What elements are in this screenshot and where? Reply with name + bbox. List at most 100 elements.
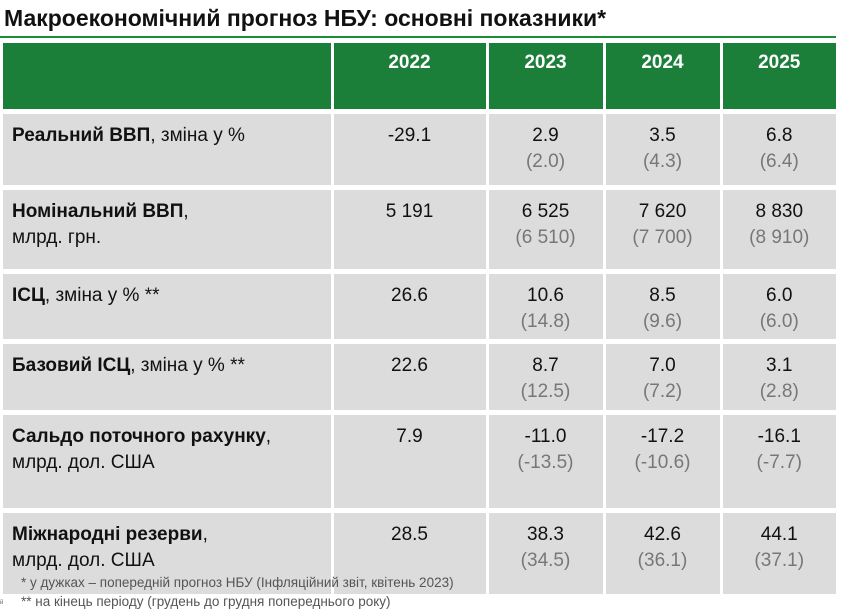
header-indicator bbox=[3, 43, 332, 109]
page-title: Макроекономічний прогноз НБУ: основні по… bbox=[4, 5, 607, 31]
row-label-rest: , bbox=[202, 524, 208, 545]
table-row: Номінальний ВВП, млрд. грн. 5 191 6 525 (6 5… bbox=[3, 190, 836, 269]
forecast-value: 22.6 bbox=[391, 355, 428, 376]
row-label-rest: , bbox=[183, 201, 189, 222]
value-cell: -29.1 bbox=[330, 114, 487, 185]
previous-forecast-value: (7 700) bbox=[632, 227, 693, 248]
row-label-bold: Сальдо поточного рахунку bbox=[12, 426, 266, 447]
row-label-rest: , зміна у % ** bbox=[44, 285, 160, 306]
value-cell: 8 830 (8 910) bbox=[719, 190, 836, 269]
forecast-value: 26.6 bbox=[391, 285, 428, 306]
row-label-bold: Базовий ІСЦ bbox=[12, 355, 131, 376]
previous-forecast-value: (34.5) bbox=[520, 550, 571, 571]
value-cell: 7.0 (7.2) bbox=[602, 344, 721, 410]
previous-forecast-value: (9.6) bbox=[642, 311, 683, 332]
value-cell: 2.9 (2.0) bbox=[485, 114, 604, 185]
previous-forecast-value: (6.4) bbox=[759, 151, 799, 172]
value-cell: -11.0 (-13.5) bbox=[485, 415, 604, 508]
forecast-value: 6.8 bbox=[766, 125, 793, 146]
forecast-value: 28.5 bbox=[391, 524, 428, 545]
row-label-rest: , bbox=[265, 426, 272, 447]
table-row: Реальний ВВП, зміна у % -29.1 2.9 (2.0) 3.5 (… bbox=[3, 114, 836, 185]
value-cell: 38.3 (34.5) bbox=[485, 513, 604, 594]
forecast-value: 38.3 bbox=[527, 524, 564, 545]
forecast-value: 7.9 bbox=[396, 426, 423, 447]
row-label-rest: , зміна у % bbox=[150, 125, 245, 146]
row-label-unit: млрд. дол. США bbox=[12, 452, 155, 473]
forecast-value: -17.2 bbox=[640, 426, 685, 447]
previous-forecast-value: (7.2) bbox=[642, 381, 683, 402]
table-row: Сальдо поточного рахунку, млрд. дол. США 7… bbox=[3, 415, 836, 508]
value-cell: 26.6 bbox=[330, 274, 487, 339]
previous-forecast-value: (-10.6) bbox=[634, 452, 691, 473]
previous-forecast-value: (36.1) bbox=[637, 550, 688, 571]
forecast-value: 8.5 bbox=[649, 285, 676, 306]
forecast-value: -29.1 bbox=[387, 125, 432, 146]
previous-forecast-value: (6 510) bbox=[515, 227, 576, 248]
row-label-bold: Номінальний ВВП bbox=[12, 201, 184, 222]
header-year: 2023 bbox=[485, 43, 604, 109]
previous-forecast-value: (6.0) bbox=[759, 311, 799, 332]
value-cell: 5 191 bbox=[330, 190, 487, 269]
forecast-table: 2022 2023 2024 2025 Реальний ВВП, зміна … bbox=[3, 43, 836, 594]
forecast-value: 6.0 bbox=[766, 285, 793, 306]
value-cell: 7.9 bbox=[330, 415, 487, 508]
forecast-value: 7 620 bbox=[638, 201, 687, 222]
value-cell: -17.2 (-10.6) bbox=[602, 415, 721, 508]
footnote: * у дужках – попередній прогноз НБУ (Інф… bbox=[21, 575, 454, 590]
row-label-bold: Міжнародні резерви bbox=[12, 524, 203, 545]
forecast-value: 8 830 bbox=[755, 201, 804, 222]
header-year: 2022 bbox=[330, 43, 487, 109]
value-cell: 3.1 (2.8) bbox=[719, 344, 836, 410]
previous-forecast-value: (8 910) bbox=[749, 227, 810, 248]
table-row: Базовий ІСЦ, зміна у % ** 22.6 8.7 (12.5) 7.… bbox=[3, 344, 836, 410]
footnote: ** на кінець періоду (грудень до грудня … bbox=[21, 594, 391, 609]
value-cell: 8.5 (9.6) bbox=[602, 274, 721, 339]
row-label: Базовий ІСЦ, зміна у % ** bbox=[3, 344, 332, 410]
previous-forecast-value: (2.0) bbox=[525, 151, 566, 172]
row-label: Реальний ВВП, зміна у % bbox=[3, 114, 332, 185]
forecast-value: 3.1 bbox=[766, 355, 793, 376]
value-cell: 6 525 (6 510) bbox=[485, 190, 604, 269]
previous-forecast-value: (2.8) bbox=[759, 381, 799, 402]
table-row: Міжнародні резерви, млрд. дол. США 28.5 38.… bbox=[3, 513, 836, 594]
value-cell: 6.0 (6.0) bbox=[719, 274, 836, 339]
row-label: Міжнародні резерви, млрд. дол. США bbox=[3, 513, 332, 594]
forecast-value: 5 191 bbox=[385, 201, 434, 222]
row-label-rest: , зміна у % ** bbox=[130, 355, 245, 376]
forecast-value: 2.9 bbox=[532, 125, 559, 146]
forecast-value: -16.1 bbox=[757, 426, 801, 447]
value-cell: 42.6 (36.1) bbox=[602, 513, 721, 594]
value-cell: 44.1 (37.1) bbox=[719, 513, 836, 594]
row-label: ІСЦ, зміна у % ** bbox=[3, 274, 332, 339]
value-cell: -16.1 (-7.7) bbox=[719, 415, 836, 508]
forecast-value: 42.6 bbox=[644, 524, 681, 545]
previous-forecast-value: (12.5) bbox=[520, 381, 571, 402]
value-cell: 28.5 bbox=[330, 513, 487, 594]
value-cell: 10.6 (14.8) bbox=[485, 274, 604, 339]
previous-forecast-value: (-7.7) bbox=[756, 452, 802, 473]
row-label: Сальдо поточного рахунку, млрд. дол. США bbox=[3, 415, 332, 508]
forecast-value: 44.1 bbox=[760, 524, 798, 545]
row-label-bold: Реальний ВВП bbox=[12, 125, 151, 146]
forecast-value: -11.0 bbox=[524, 426, 567, 447]
value-cell: 6.8 (6.4) bbox=[719, 114, 836, 185]
row-label-bold: ІСЦ bbox=[12, 285, 45, 306]
header-year: 2024 bbox=[602, 43, 721, 109]
previous-forecast-value: (4.3) bbox=[642, 151, 683, 172]
previous-forecast-value: (14.8) bbox=[520, 311, 571, 332]
header-row: 2022 2023 2024 2025 bbox=[3, 43, 836, 109]
value-cell: 7 620 (7 700) bbox=[602, 190, 721, 269]
previous-forecast-value: (-13.5) bbox=[517, 452, 574, 473]
row-label-unit: млрд. дол. США bbox=[12, 550, 155, 571]
value-cell: 22.6 bbox=[330, 344, 487, 410]
row-label: Номінальний ВВП, млрд. грн. bbox=[3, 190, 332, 269]
forecast-value: 7.0 bbox=[649, 355, 676, 376]
row-label-unit: млрд. грн. bbox=[12, 227, 102, 248]
title-underline bbox=[0, 36, 836, 38]
forecast-value: 8.7 bbox=[532, 355, 559, 376]
header-year: 2025 bbox=[719, 43, 836, 109]
forecast-value: 3.5 bbox=[649, 125, 676, 146]
value-cell: 8.7 (12.5) bbox=[485, 344, 604, 410]
corner-mark: й bbox=[0, 600, 4, 606]
